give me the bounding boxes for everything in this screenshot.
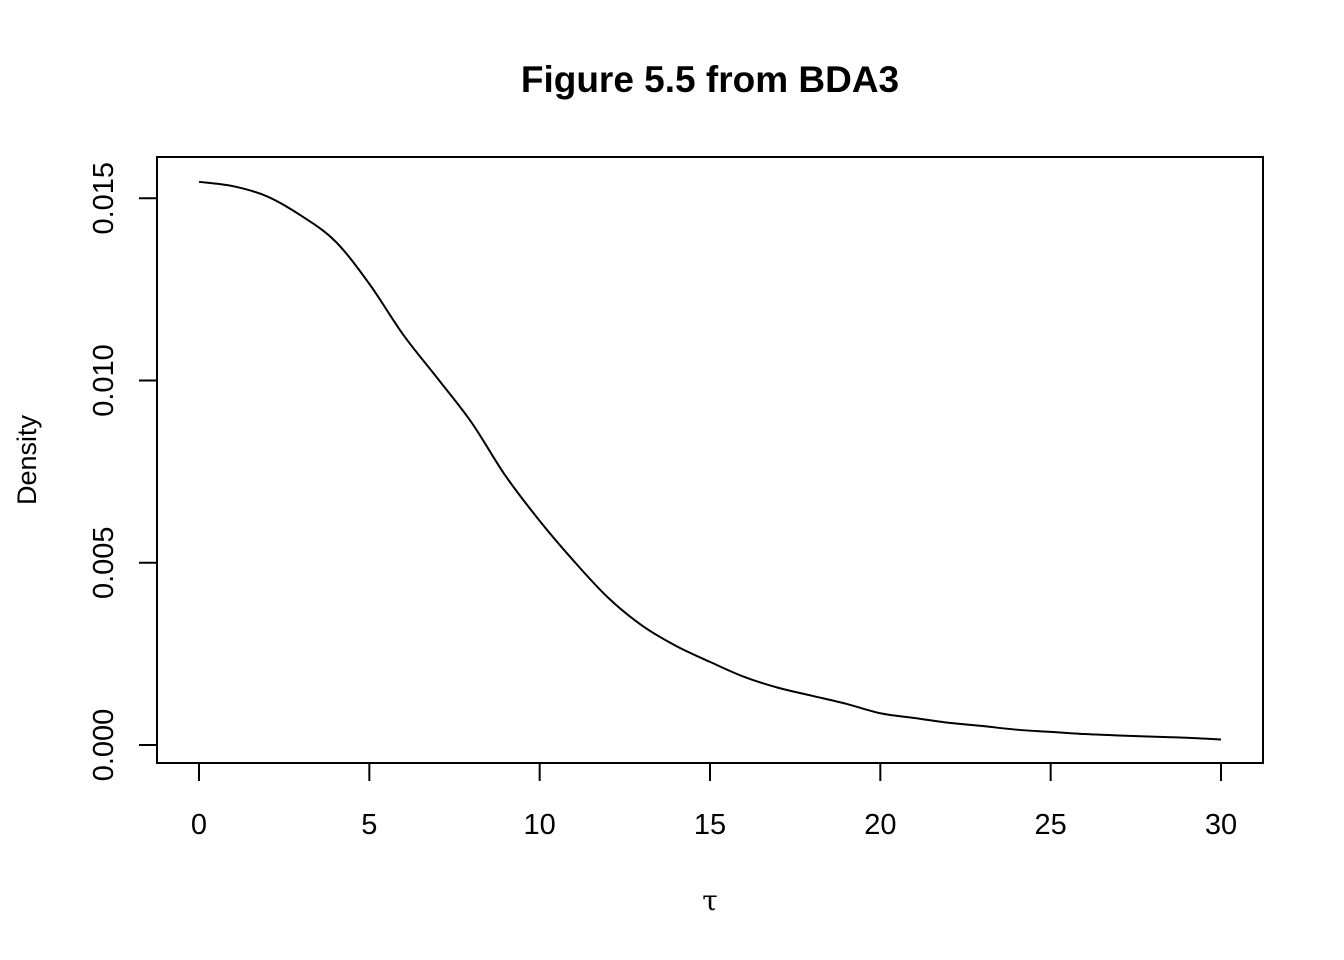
x-axis-label: τ [702, 884, 718, 917]
x-tick-label: 20 [864, 809, 896, 841]
x-tick-label: 15 [694, 809, 726, 841]
plot-frame [156, 156, 1264, 764]
x-tick-label: 30 [1205, 809, 1237, 841]
series-layer [198, 180, 1222, 741]
y-tick-label: 0.005 [88, 526, 120, 599]
chart-title: Figure 5.5 from BDA3 [521, 59, 899, 100]
y-tick-label: 0.000 [88, 709, 120, 782]
x-tick-label: 10 [524, 809, 556, 841]
y-tick-label: 0.010 [88, 344, 120, 417]
x-tick-label: 25 [1035, 809, 1067, 841]
y-tick-label: 0.015 [88, 162, 120, 235]
x-tick-label: 0 [191, 809, 207, 841]
density-curve [198, 180, 1222, 741]
x-axis: 0 5 10 15 20 25 30 [191, 762, 1237, 841]
y-axis-label: Density [12, 414, 42, 505]
y-axis: 0.000 0.005 0.010 0.015 [88, 162, 158, 782]
x-tick-label: 5 [361, 809, 377, 841]
